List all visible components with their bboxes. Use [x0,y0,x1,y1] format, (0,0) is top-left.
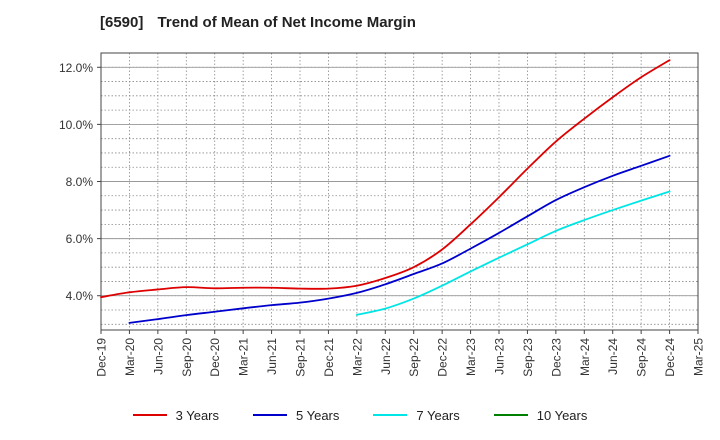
x-tick-label: Mar-22 [350,338,364,376]
x-tick-label: Jun-22 [379,338,393,375]
legend-swatch-7-years [373,414,408,416]
x-tick-label: Mar-21 [237,338,251,376]
company-code: [6590] [100,14,144,31]
legend-swatch-3-years [132,414,167,416]
y-tick-label: 6.0% [66,232,94,246]
x-tick-label: Sep-23 [521,338,535,377]
legend-swatch-10-years [493,414,528,416]
chart-title-text: Trend of Mean of Net Income Margin [157,14,416,31]
plot-frame [100,52,699,331]
x-tick-label: Sep-22 [407,338,421,377]
legend-label-5-years: 5 Years [296,407,340,423]
series-line-7-years [355,190,671,316]
legend-label-3-years: 3 Years [175,407,219,423]
x-tick-label: Dec-21 [322,338,336,377]
line-chart: 4.0% 6.0% 8.0% 10.0% 12.0% Dec-19 Mar-20 Jun-20… [59,52,706,377]
x-tick-label: Sep-21 [294,338,308,377]
chart-legend: 3 Years 5 Years 7 Years 10 Years [0,404,720,426]
legend-item-10-years: 10 Years [493,407,588,423]
x-tick-label: Dec-19 [95,338,109,377]
y-tick-label: 4.0% [66,289,94,303]
legend-label-10-years: 10 Years [536,407,588,423]
legend-swatch-5-years [253,414,287,416]
legend-item-7-years: 7 Years [373,407,460,423]
x-tick-label: Mar-23 [464,338,478,376]
x-tick-label: Mar-25 [692,338,706,376]
x-tick-label: Jun-20 [151,338,165,375]
x-tick-label: Jun-21 [265,338,279,375]
x-tick-label: Mar-20 [123,338,137,376]
x-tick-label: Sep-24 [635,338,649,377]
x-tick-label: Dec-24 [663,338,677,377]
x-tick-label: Dec-22 [436,338,450,377]
x-tick-label: Jun-24 [606,338,620,375]
legend-label-7-years: 7 Years [416,407,460,423]
y-tick-label: 12.0% [59,61,93,75]
x-tick-label: Dec-20 [208,338,222,377]
y-tick-label: 10.0% [59,118,93,132]
y-tick-label: 8.0% [66,175,94,189]
legend-item-3-years: 3 Years [132,407,219,423]
plot-area [101,53,698,330]
x-tick-label: Jun-23 [493,338,507,375]
chart-title: [6590] Trend of Mean of Net Income Margi… [100,14,416,31]
legend-item-5-years: 5 Years [253,408,339,423]
series-line-3-years [100,59,671,299]
x-tick-label: Sep-20 [180,338,194,377]
x-tick-label: Mar-24 [578,338,592,376]
series-line-5-years [128,154,671,324]
x-tick-label: Dec-23 [549,338,563,377]
